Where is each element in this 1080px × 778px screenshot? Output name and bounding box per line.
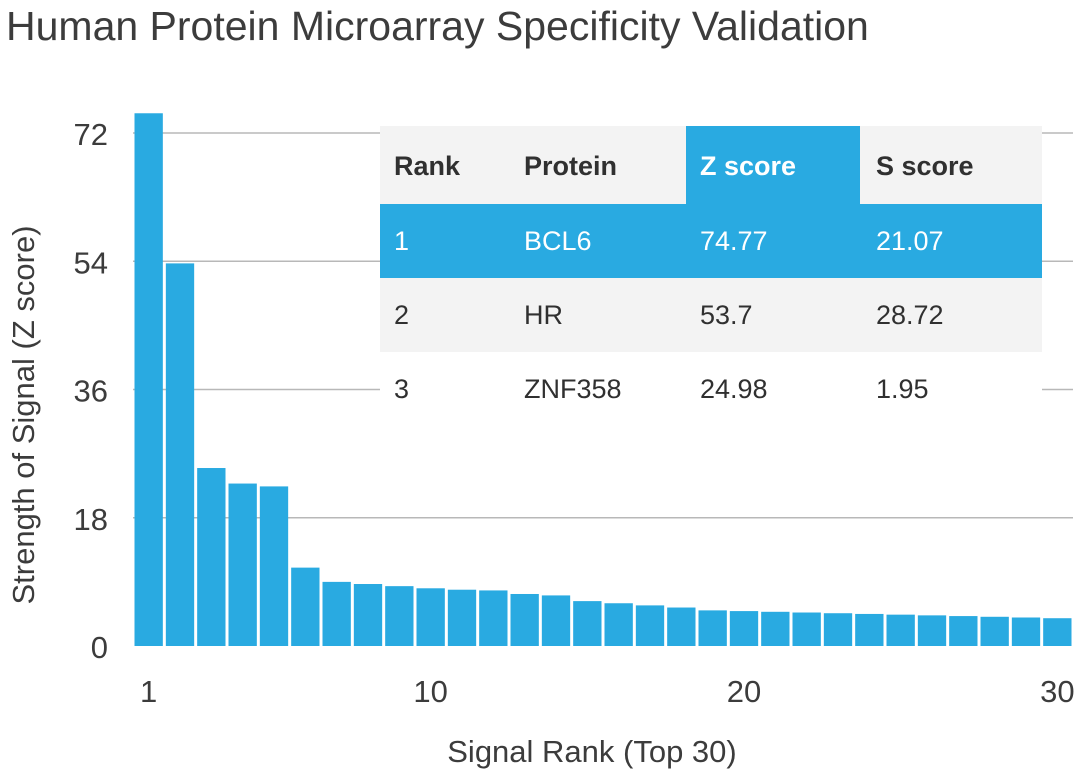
- cell-z-score: 53.7: [700, 300, 753, 330]
- bar: [698, 610, 727, 646]
- cell-z-score: 74.77: [700, 226, 768, 256]
- y-tick-label: 18: [74, 502, 108, 537]
- header-s-score: S score: [876, 151, 974, 181]
- bar: [855, 613, 884, 646]
- cell-rank: 2: [394, 300, 410, 330]
- results-table: Rank Protein Z score S score 1 BCL6 74.7…: [380, 126, 1042, 426]
- y-axis-label: Strength of Signal (Z score): [6, 225, 41, 604]
- bar: [353, 584, 383, 646]
- bar: [573, 601, 602, 646]
- bar: [1043, 618, 1072, 646]
- table-row: 1 BCL6 74.77 21.07: [380, 204, 1042, 278]
- cell-rank: 3: [394, 374, 410, 404]
- bar: [635, 605, 665, 646]
- header-z-score: Z score: [700, 151, 797, 181]
- bar: [1011, 617, 1041, 646]
- cell-z-score: 24.98: [700, 374, 768, 404]
- cell-protein: ZNF358: [524, 374, 622, 404]
- x-tick-label: 10: [413, 674, 447, 709]
- bar: [165, 263, 195, 646]
- y-tick-label: 36: [74, 374, 108, 409]
- bar: [416, 588, 445, 646]
- cell-s-score: 28.72: [876, 300, 944, 330]
- bar: [886, 614, 915, 646]
- x-axis-label: Signal Rank (Top 30): [447, 734, 737, 769]
- bar: [949, 616, 978, 646]
- cell-s-score: 1.95: [876, 374, 929, 404]
- cell-rank: 1: [394, 226, 410, 256]
- x-tick-labels: 1 10 20 30: [140, 674, 1075, 709]
- header-rank: Rank: [394, 151, 461, 181]
- x-tick-label: 1: [140, 674, 157, 709]
- bar: [197, 468, 226, 646]
- bar: [447, 589, 477, 646]
- bar: [917, 615, 947, 646]
- table-row: 2 HR 53.7 28.72: [380, 278, 1042, 352]
- bar: [761, 611, 790, 646]
- bar: [385, 586, 414, 646]
- bar: [134, 113, 163, 647]
- z-score-column-highlight: [686, 126, 860, 204]
- bar: [823, 613, 853, 646]
- bar: [479, 590, 508, 646]
- bar: [980, 616, 1009, 646]
- y-tick-labels: 0 18 36 54 72: [74, 117, 108, 665]
- cell-s-score: 21.07: [876, 226, 944, 256]
- bar: [259, 486, 289, 646]
- bar: [322, 581, 351, 646]
- header-protein: Protein: [524, 151, 618, 181]
- bar: [291, 567, 320, 646]
- x-tick-label: 30: [1040, 674, 1074, 709]
- cell-protein: BCL6: [524, 226, 592, 256]
- table-row: 3 ZNF358 24.98 1.95: [380, 352, 1042, 426]
- table-header-row: Rank Protein Z score S score: [380, 126, 1042, 204]
- y-tick-label: 72: [74, 117, 108, 152]
- y-tick-label: 54: [74, 245, 108, 280]
- bar: [228, 483, 257, 646]
- bar: [604, 603, 633, 646]
- cell-protein: HR: [524, 300, 563, 330]
- x-tick-label: 20: [727, 674, 761, 709]
- bar: [541, 595, 571, 646]
- chart-title: Human Protein Microarray Specificity Val…: [6, 3, 869, 49]
- bar: [667, 607, 696, 646]
- y-tick-label: 0: [91, 630, 108, 665]
- bar: [729, 611, 759, 646]
- bars: [134, 113, 1072, 647]
- bar: [510, 593, 539, 646]
- bar: [792, 612, 821, 646]
